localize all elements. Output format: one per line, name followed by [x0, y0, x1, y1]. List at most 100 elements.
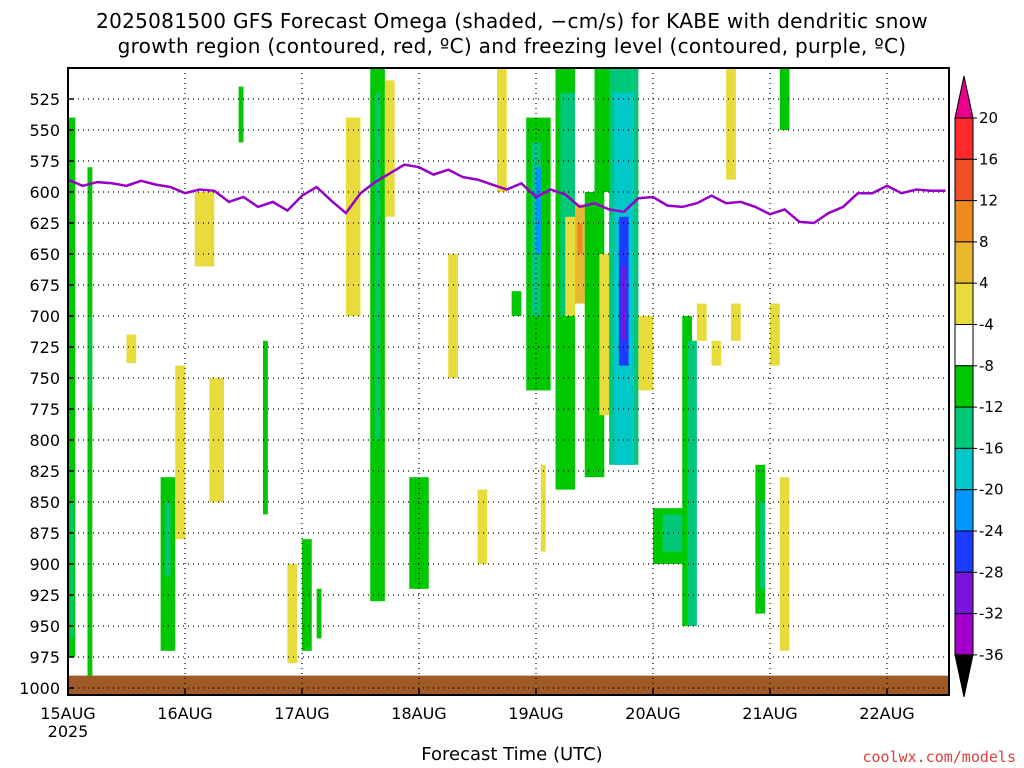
colorbar-label: 16	[979, 150, 998, 168]
omega-cell	[540, 464, 546, 552]
y-tick-label: 850	[29, 493, 60, 512]
colorbar-swatch	[954, 158, 974, 202]
omega-cell	[687, 340, 697, 626]
x-year-label: 2025	[48, 722, 89, 741]
y-tick-label: 650	[29, 245, 60, 264]
colorbar-label: 4	[979, 274, 989, 292]
dotted-grid-layer	[68, 68, 949, 695]
omega-cell	[711, 340, 722, 366]
omega-cell	[511, 291, 522, 316]
colorbar-label: -32	[979, 605, 1004, 623]
y-axis-ticks: 525 550 575 600 625 650 675 700 725 750 775 800 825 8…	[19, 90, 74, 698]
colorbar-label: -12	[979, 398, 1004, 416]
surface-terrain-layer	[68, 675, 949, 695]
y-tick-label: 950	[29, 617, 60, 636]
omega-cell	[384, 80, 395, 217]
colorbar-swatch	[954, 200, 974, 243]
x-tick-label: 15AUG	[40, 704, 95, 723]
y-tick-label: 550	[29, 121, 60, 140]
colorbar-swatch	[954, 117, 974, 160]
omega-cell	[497, 68, 507, 192]
colorbar-swatch	[954, 530, 974, 573]
x-tick-label: 21AUG	[742, 704, 797, 723]
omega-shading-layer	[68, 68, 790, 676]
colorbar-swatch	[954, 324, 974, 367]
colorbar-label: -36	[979, 646, 1004, 664]
y-tick-label: 875	[29, 524, 60, 543]
x-axis-label: Forecast Time (UTC)	[421, 744, 603, 765]
omega-cell	[126, 334, 137, 364]
omega-cell	[287, 564, 298, 664]
x-tick-label: 17AUG	[274, 704, 329, 723]
colorbar-label: -24	[979, 522, 1004, 540]
y-tick-label: 925	[29, 586, 60, 605]
x-tick-label: 19AUG	[508, 704, 563, 723]
omega-cell	[731, 303, 741, 341]
omega-cell	[779, 477, 790, 651]
omega-cell	[263, 340, 268, 515]
y-tick-label: 675	[29, 276, 60, 295]
omega-cell	[345, 117, 361, 316]
x-tick-label: 16AUG	[157, 704, 212, 723]
freezing-level-line	[67, 163, 946, 225]
site-credit[interactable]: coolwx.com/models	[862, 748, 1016, 766]
x-axis-ticks: 15AUG 16AUG 17AUG 18AUG 19AUG 20AUG 21AUG 22AUG…	[40, 689, 915, 741]
omega-cell	[316, 588, 322, 639]
omega-colorbar: 20 16 12 8 4 -4 -8 -12 -16 -20 -24 -28 -32 -36	[954, 75, 1004, 698]
colorbar-swatch	[954, 365, 974, 408]
colorbar-label: -8	[979, 357, 994, 375]
y-tick-label: 575	[29, 152, 60, 171]
omega-cell	[726, 68, 736, 180]
colorbar-top-arrow	[954, 75, 974, 119]
omega-cell	[209, 378, 224, 502]
y-tick-label: 750	[29, 369, 60, 388]
omega-cell	[760, 502, 766, 589]
colorbar-swatch	[954, 447, 974, 491]
y-tick-label: 775	[29, 400, 60, 419]
colorbar-label: 12	[979, 192, 998, 210]
colorbar-label: 20	[979, 109, 998, 127]
omega-cell	[621, 266, 627, 341]
omega-cell	[375, 92, 380, 441]
omega-cell	[638, 316, 653, 391]
colorbar-swatch	[954, 406, 974, 449]
chart-title-line-1: 2025081500 GFS Forecast Omega (shaded, −…	[96, 9, 928, 33]
colorbar-swatch	[954, 489, 974, 532]
colorbar-bottom-arrow	[954, 654, 974, 698]
y-tick-label: 525	[29, 90, 60, 109]
y-tick-label: 800	[29, 431, 60, 450]
omega-cell	[68, 117, 76, 658]
omega-cell	[770, 303, 780, 366]
omega-cell	[194, 192, 215, 267]
colorbar-swatch	[954, 282, 974, 326]
colorbar-label: -16	[979, 439, 1004, 457]
freezing-level-layer	[67, 163, 946, 225]
colorbar-label: 8	[979, 233, 989, 251]
y-tick-label: 975	[29, 648, 60, 667]
colorbar-swatch	[954, 613, 974, 656]
omega-cell	[175, 365, 185, 540]
x-tick-label: 18AUG	[391, 704, 446, 723]
y-tick-label: 600	[29, 183, 60, 202]
omega-cell	[565, 216, 575, 316]
plot-frame	[67, 67, 950, 696]
omega-cell	[577, 223, 583, 254]
colorbar-label: -20	[979, 481, 1004, 499]
x-tick-label: 20AUG	[625, 704, 680, 723]
surface-terrain	[68, 675, 949, 695]
y-tick-label: 900	[29, 555, 60, 574]
omega-cell	[88, 316, 92, 403]
omega-cell	[165, 502, 171, 577]
y-tick-label: 825	[29, 462, 60, 481]
omega-cell	[662, 514, 683, 552]
omega-cell	[477, 489, 488, 564]
colorbar-label: -4	[979, 316, 994, 334]
omega-cell	[87, 167, 93, 676]
colorbar-swatch	[954, 241, 974, 284]
omega-cell	[70, 502, 74, 639]
y-tick-label: 725	[29, 338, 60, 357]
omega-cell	[238, 86, 244, 143]
y-tick-label: 700	[29, 307, 60, 326]
x-tick-label: 22AUG	[859, 704, 914, 723]
